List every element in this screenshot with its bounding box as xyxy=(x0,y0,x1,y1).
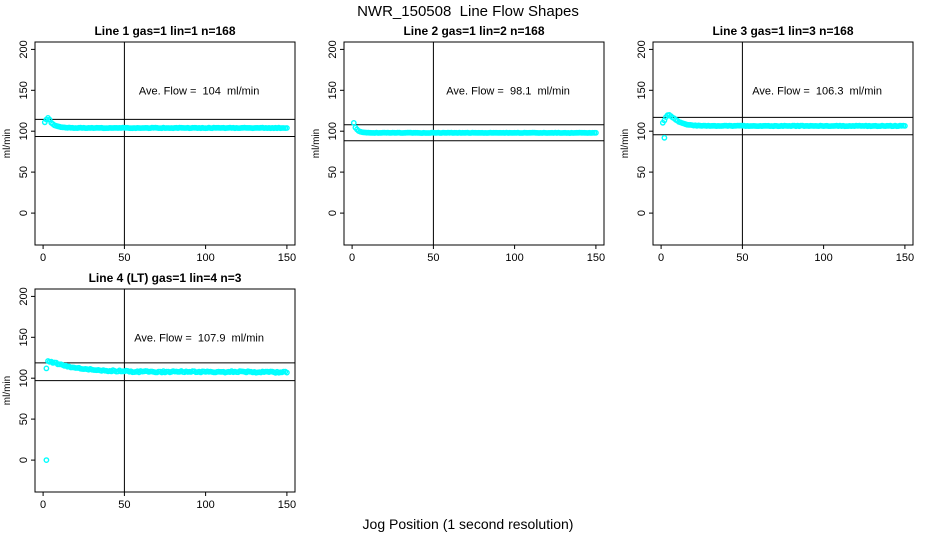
y-tick-label: 100 xyxy=(18,369,30,387)
figure-xlabel: Jog Position (1 second resolution) xyxy=(362,516,574,532)
x-tick-label: 150 xyxy=(278,499,296,511)
panel-4-plot: 0 50 100 150 0 50 100 150 200 ml/min Ave. Flow = 1… xyxy=(2,287,296,511)
y-tick-label: 200 xyxy=(18,40,30,58)
plot-box xyxy=(34,41,296,246)
ave-flow-annotation: Ave. Flow = 107.9 ml/min xyxy=(134,332,264,344)
data-point xyxy=(43,457,50,464)
plot-box xyxy=(652,41,914,246)
x-tick-label: 100 xyxy=(814,252,832,264)
y-tick-label: 100 xyxy=(327,122,339,140)
x-tick-label: 150 xyxy=(278,252,296,264)
y-tick-label: 50 xyxy=(327,166,339,178)
y-tick-label: 200 xyxy=(327,40,339,58)
x-tick-label: 100 xyxy=(196,252,214,264)
data-point xyxy=(283,369,290,376)
data-point xyxy=(283,125,290,131)
x-tick-label: 0 xyxy=(658,252,664,264)
plot-box xyxy=(34,288,296,493)
panel-2-title: Line 2 gas=1 lin=2 n=168 xyxy=(403,24,545,38)
panel-3-plot: 0 50 100 150 0 50 100 150 200 ml/min Ave. Flow = 1… xyxy=(620,40,914,264)
x-tick-label: 0 xyxy=(40,499,46,511)
data-point xyxy=(592,129,599,136)
data-point xyxy=(661,134,668,141)
y-tick-label: 0 xyxy=(636,210,648,216)
y-tick-label: 150 xyxy=(18,328,30,346)
y-tick-label: 0 xyxy=(18,457,30,463)
panel-line-4: Line 4 (LT) gas=1 lin=4 n=3 0 50 100 150 0 50… xyxy=(0,269,300,519)
panel-line-2: Line 2 gas=1 lin=2 n=168 0 50 100 150 0 50 100… xyxy=(309,22,609,272)
x-tick-label: 100 xyxy=(196,499,214,511)
ave-flow-annotation: Ave. Flow = 98.1 ml/min xyxy=(446,85,570,97)
x-tick-label: 0 xyxy=(40,252,46,264)
panel-line-3: Line 3 gas=1 lin=3 n=168 0 50 100 150 0 50 100… xyxy=(618,22,918,272)
data-point xyxy=(43,365,50,372)
x-tick-label: 50 xyxy=(118,252,130,264)
y-tick-label: 150 xyxy=(636,81,648,99)
y-tick-label: 200 xyxy=(18,287,30,305)
panel-1-title: Line 1 gas=1 lin=1 n=168 xyxy=(94,24,236,38)
y-tick-label: 0 xyxy=(18,210,30,216)
y-axis-label: ml/min xyxy=(620,129,631,158)
y-tick-label: 50 xyxy=(18,166,30,178)
y-axis-label: ml/min xyxy=(2,129,13,158)
plot-box xyxy=(343,41,605,246)
y-tick-label: 150 xyxy=(327,81,339,99)
y-tick-label: 50 xyxy=(18,413,30,425)
x-tick-label: 50 xyxy=(118,499,130,511)
x-tick-label: 50 xyxy=(736,252,748,264)
y-tick-label: 100 xyxy=(636,122,648,140)
data-point xyxy=(901,123,908,129)
y-axis-label: ml/min xyxy=(311,129,322,158)
y-tick-label: 0 xyxy=(327,210,339,216)
panel-3-title: Line 3 gas=1 lin=3 n=168 xyxy=(712,24,854,38)
x-tick-label: 0 xyxy=(349,252,355,264)
panel-2-plot: 0 50 100 150 0 50 100 150 200 ml/min Ave. Flow = 9… xyxy=(311,40,605,264)
ave-flow-annotation: Ave. Flow = 106.3 ml/min xyxy=(752,85,882,97)
x-tick-label: 150 xyxy=(587,252,605,264)
data-point xyxy=(350,120,357,126)
y-tick-label: 100 xyxy=(18,122,30,140)
panel-4-title: Line 4 (LT) gas=1 lin=4 n=3 xyxy=(88,271,242,285)
y-tick-label: 200 xyxy=(636,40,648,58)
y-tick-label: 50 xyxy=(636,166,648,178)
ave-flow-annotation: Ave. Flow = 104 ml/min xyxy=(139,85,260,97)
panel-line-1: Line 1 gas=1 lin=1 n=168 0 50 100 150 0 50 100… xyxy=(0,22,300,272)
y-axis-label: ml/min xyxy=(2,376,13,405)
x-tick-label: 100 xyxy=(505,252,523,264)
x-tick-label: 150 xyxy=(896,252,914,264)
y-tick-label: 150 xyxy=(18,81,30,99)
figure-title: NWR_150508 Line Flow Shapes xyxy=(357,3,579,20)
panel-1-plot: 0 50 100 150 0 50 100 150 200 ml/min Ave. Flow = 1… xyxy=(2,40,296,264)
x-tick-label: 50 xyxy=(427,252,439,264)
